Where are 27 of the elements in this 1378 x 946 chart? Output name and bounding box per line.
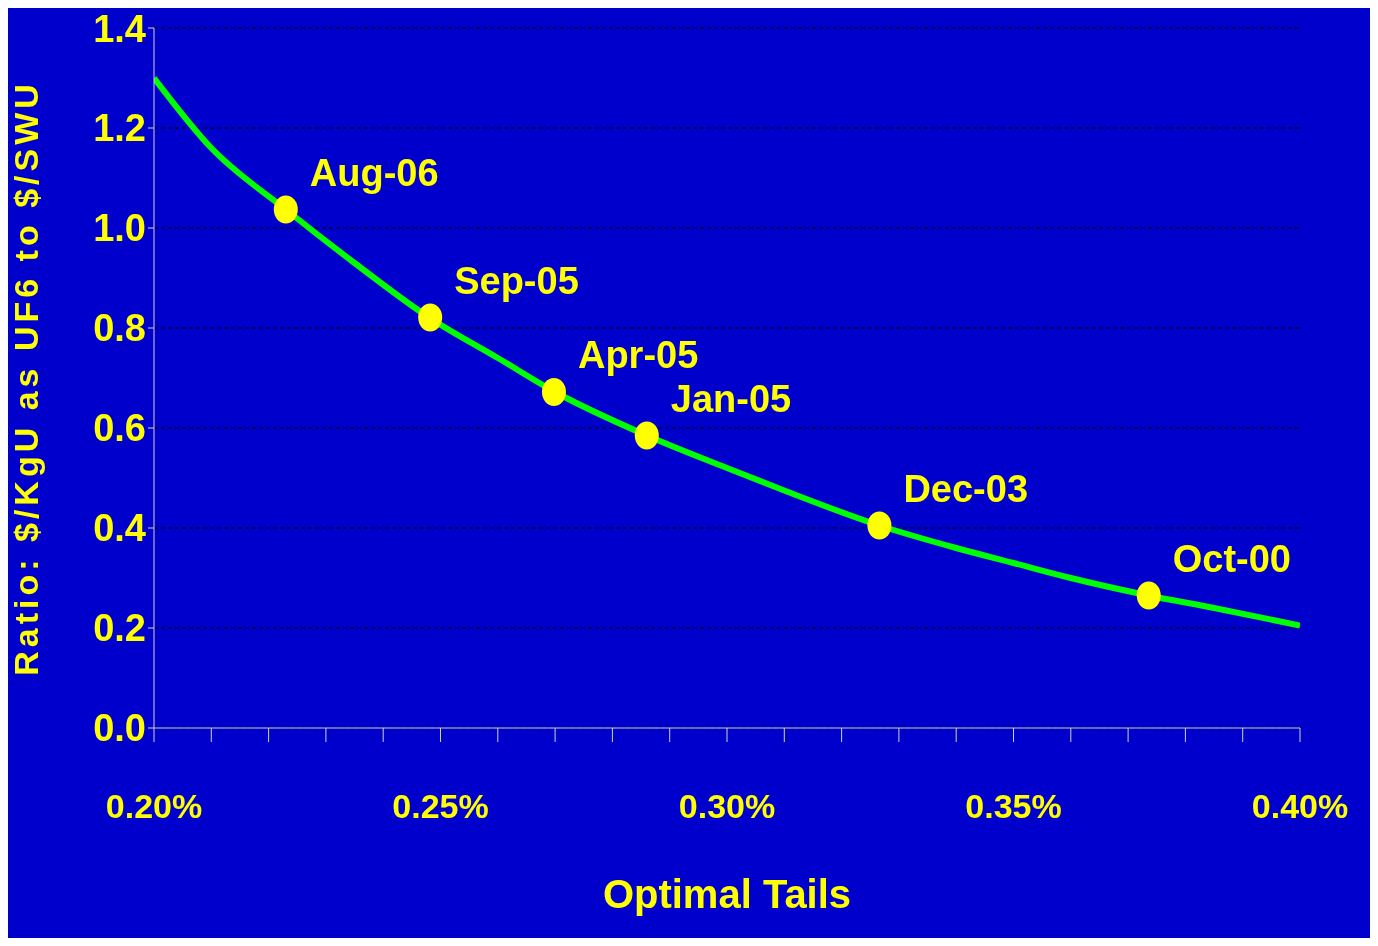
point — [273, 195, 298, 224]
y-tick-label: 0.2 — [93, 607, 146, 650]
y-tick-label: 1.2 — [93, 107, 146, 150]
y-tick-label: 0.0 — [93, 707, 146, 750]
point — [418, 303, 443, 332]
point — [634, 421, 659, 450]
annotation: Apr-05 — [577, 334, 699, 376]
point — [867, 511, 892, 540]
x-tick-label: 0.35% — [965, 787, 1062, 826]
x-tick-label: 0.25% — [392, 787, 489, 826]
point — [541, 378, 566, 406]
y-tick-label: 1.4 — [93, 7, 146, 50]
y-axis-title: Ratio: $/KgU as UF6 to $/SWU — [7, 80, 46, 676]
annotation: Dec-03 — [903, 467, 1029, 510]
x-tick-label: 0.30% — [678, 787, 776, 826]
annotation: Sep-05 — [454, 259, 579, 302]
x-tick-label: 0.20% — [105, 787, 203, 826]
annotation: Oct-00 — [1172, 537, 1292, 580]
annotation: Aug-06 — [309, 151, 439, 194]
annotation: Jan-05 — [670, 377, 792, 420]
x-axis-title: Optimal Tails — [602, 872, 852, 916]
y-tick-label: 0.4 — [93, 507, 146, 550]
y-tick-label: 0.8 — [93, 307, 146, 350]
x-tick-label: 0.40% — [1251, 787, 1349, 826]
y-tick-label: 0.6 — [93, 407, 146, 450]
point — [1136, 581, 1161, 610]
y-tick-label: 1.0 — [93, 207, 146, 250]
